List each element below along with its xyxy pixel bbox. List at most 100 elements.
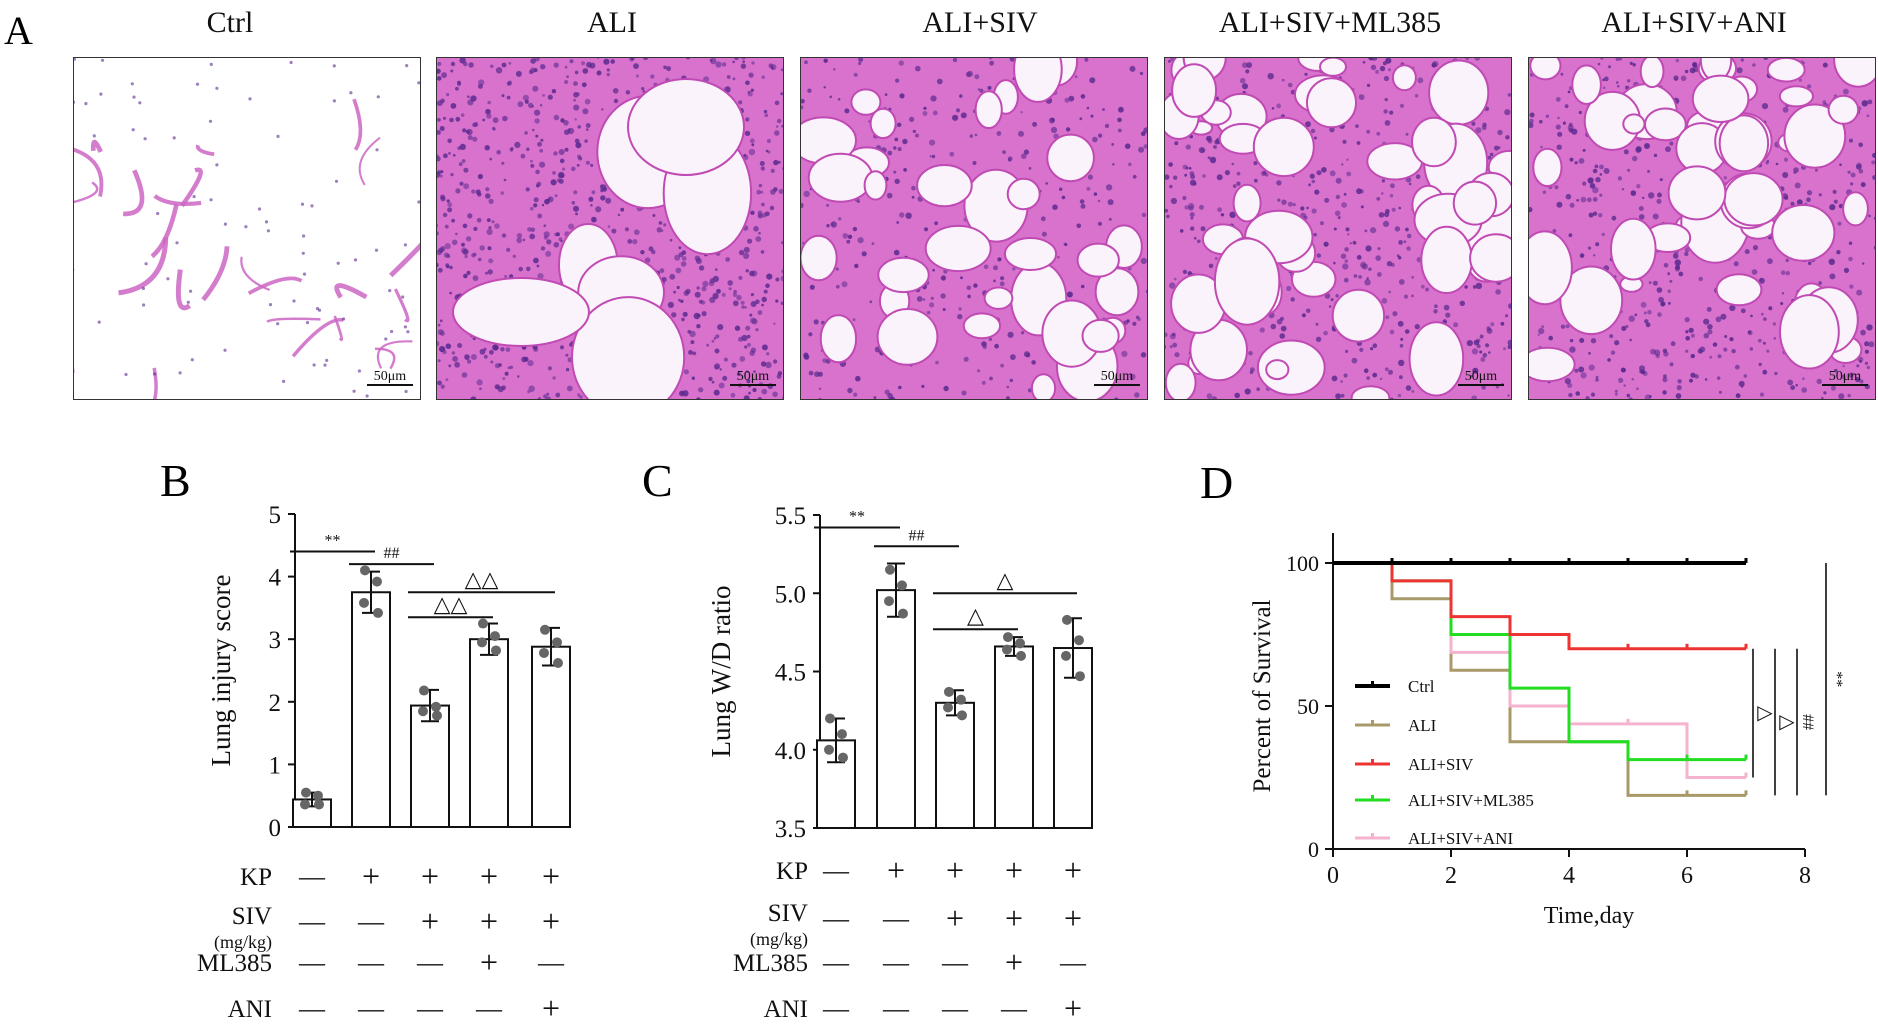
nucleus [1856,289,1863,296]
y-tick-label: 3 [269,627,282,654]
nucleus [1385,57,1392,64]
nucleus [1404,329,1410,334]
nucleus [1052,204,1058,210]
alveolar-septum [73,363,75,373]
nucleus [1187,271,1192,276]
nucleus [1627,168,1631,172]
nucleus [671,312,677,318]
nucleus [803,190,810,198]
x-tick-label: 4 [1563,863,1575,889]
nucleus [1188,205,1194,211]
nucleus [1382,220,1390,227]
alveolar-space [1319,57,1347,77]
nucleus [539,103,543,107]
nucleus [1507,93,1512,97]
nucleus [1576,199,1579,202]
nucleus [1787,379,1794,386]
nucleus [582,68,589,74]
nucleus [1703,332,1710,339]
nucleus [1505,135,1510,140]
nucleus [1580,372,1587,379]
nucleus [1000,276,1005,281]
nucleus [1344,259,1349,263]
y-tick-label: 1 [269,752,282,779]
nucleus [440,194,446,200]
nucleus [1169,345,1173,349]
nucleus [486,228,493,236]
treatment-sign: — [416,994,444,1023]
row-label-unit: (mg/kg) [214,932,272,953]
nucleus [1690,372,1696,378]
nucleus [476,218,482,223]
nucleus [1488,351,1491,354]
nucleus [1662,390,1667,395]
nucleus [663,65,667,70]
nucleus [1872,152,1876,158]
nucleus [578,156,583,161]
nucleus [1872,175,1876,180]
scale-bar-label: 50μm [1101,369,1134,384]
nucleus [504,371,509,376]
nucleus [332,64,336,68]
nucleus [1668,302,1671,305]
nucleus [1592,168,1598,174]
alveolar-space [1391,64,1417,92]
treatment-sign: — [298,994,326,1023]
nucleus [1842,88,1849,95]
nucleus [1636,387,1639,391]
nucleus [506,95,511,100]
nucleus [1129,65,1136,72]
nucleus [223,348,227,352]
nucleus [1059,187,1063,191]
nucleus [1850,182,1854,186]
nucleus [516,233,523,239]
nucleus [488,226,492,230]
nucleus [1807,84,1812,89]
nucleus [473,252,477,257]
nucleus [1415,174,1421,179]
nucleus [1074,75,1078,79]
nucleus [1220,213,1225,217]
survival-curve [1390,563,1746,779]
nucleus [1751,269,1758,275]
nucleus [1644,143,1650,149]
nucleus [1842,364,1845,368]
nucleus [1189,212,1195,218]
nucleus [1579,253,1585,258]
nucleus [526,266,531,272]
nucleus [100,58,105,62]
nucleus [479,348,486,355]
nucleus [952,57,958,63]
nucleus [534,109,541,116]
nucleus [761,303,764,307]
nucleus [586,128,589,131]
data-point [837,729,847,740]
nucleus [1798,78,1802,82]
nucleus [1256,387,1260,392]
nucleus [1568,233,1573,238]
legend-label: ALI+SIV [1408,755,1474,774]
nucleus [564,80,569,84]
nucleus [1270,323,1277,330]
nucleus [752,387,757,393]
nucleus [1599,173,1603,176]
nucleus [403,243,407,247]
nucleus [1780,302,1784,305]
nucleus [983,264,989,270]
nucleus [932,268,935,272]
nucleus [504,275,508,278]
nucleus [1618,377,1624,383]
nucleus [526,147,530,151]
nucleus [728,287,732,291]
nucleus [449,265,453,270]
nucleus [751,143,755,147]
nucleus [579,395,583,399]
nucleus [1603,168,1610,174]
nucleus [215,163,219,167]
nucleus [1214,257,1218,260]
nucleus [746,370,749,373]
nucleus [922,111,928,116]
nucleus [658,221,663,225]
nucleus [942,308,946,311]
nucleus [1169,184,1173,189]
